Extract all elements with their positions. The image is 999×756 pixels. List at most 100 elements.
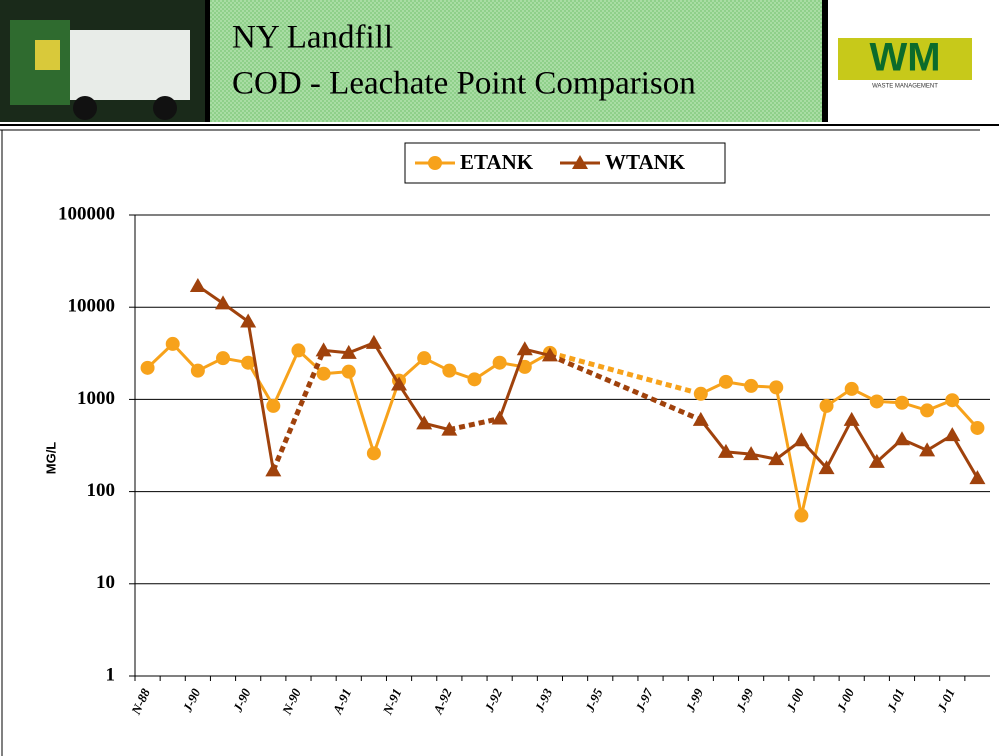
gap-connector <box>549 350 702 397</box>
divider <box>822 0 828 122</box>
divider <box>205 0 210 122</box>
y-tick-label: 100 <box>87 480 116 501</box>
data-point <box>869 394 884 409</box>
data-point <box>189 277 206 292</box>
gap-connector <box>548 353 702 423</box>
data-point <box>793 432 810 447</box>
data-point <box>517 359 532 374</box>
x-tick-label: J-97 <box>632 686 656 715</box>
data-point <box>216 351 231 366</box>
data-point <box>769 380 784 395</box>
logo-text: WASTE MANAGEMENT <box>872 84 938 90</box>
data-point <box>768 451 785 466</box>
data-point <box>240 313 257 328</box>
x-tick-label: J-99 <box>732 686 756 715</box>
data-point <box>794 508 809 523</box>
data-point <box>391 376 408 391</box>
data-point <box>190 363 205 378</box>
series-line <box>197 284 275 471</box>
x-tick-label: N-88 <box>128 686 154 718</box>
data-point <box>366 446 381 461</box>
data-point <box>945 393 960 408</box>
chart-subtitle: COD - Leachate Point Comparison <box>232 66 696 102</box>
gap-connector <box>271 349 326 472</box>
x-tick-label: J-90 <box>179 686 203 715</box>
data-point <box>516 341 533 356</box>
y-tick-label: 100000 <box>58 203 115 224</box>
data-point <box>718 374 733 389</box>
x-tick-label: J-00 <box>783 686 807 715</box>
data-point <box>844 381 859 396</box>
series-line <box>700 380 979 516</box>
x-tick-label: J-90 <box>229 686 253 715</box>
x-tick-label: J-92 <box>481 686 505 715</box>
data-point <box>441 421 458 436</box>
legend-marker <box>428 156 442 170</box>
x-tick-label: J-01 <box>934 686 958 715</box>
x-tick-label: N-91 <box>379 686 404 717</box>
data-point <box>467 372 482 387</box>
y-tick-label: 10000 <box>68 296 116 317</box>
legend-label: WTANK <box>605 150 686 174</box>
data-point <box>868 453 885 468</box>
series-line <box>699 416 979 479</box>
y-tick-label: 1000 <box>77 388 115 409</box>
data-point <box>266 398 281 413</box>
title-box <box>210 0 822 122</box>
truck-photo <box>0 0 205 122</box>
series-line <box>146 341 551 459</box>
data-point <box>944 427 961 442</box>
chart-title: NY Landfill <box>232 20 393 56</box>
data-point <box>265 462 282 477</box>
data-point <box>818 460 835 475</box>
data-point <box>416 415 433 430</box>
data-point <box>969 470 986 485</box>
data-point <box>442 363 457 378</box>
series-line <box>498 347 551 420</box>
data-point <box>291 343 306 358</box>
gap-connector <box>448 416 501 433</box>
y-tick-label: 10 <box>96 572 115 593</box>
data-point <box>417 351 432 366</box>
logo: WM WASTE MANAGEMENT <box>838 36 972 90</box>
data-point <box>819 398 834 413</box>
data-point <box>341 364 356 379</box>
data-point <box>215 295 232 310</box>
data-point <box>717 443 734 458</box>
x-tick-label: A-92 <box>430 686 455 717</box>
data-point <box>692 411 709 426</box>
data-point <box>919 442 936 457</box>
x-tick-label: A-91 <box>329 686 354 717</box>
data-point <box>894 395 909 410</box>
legend-marker <box>572 155 588 169</box>
data-point <box>492 355 507 370</box>
legend-label: ETANK <box>460 150 534 174</box>
data-point <box>843 411 860 426</box>
data-point <box>743 446 760 461</box>
y-tick-label: 1 <box>106 664 116 685</box>
data-point <box>744 378 759 393</box>
x-tick-label: J-01 <box>883 686 907 715</box>
data-point <box>241 355 256 370</box>
x-tick-label: J-99 <box>682 686 706 715</box>
data-point <box>893 431 910 446</box>
data-point <box>340 344 357 359</box>
data-point <box>541 347 558 362</box>
x-tick-label: J-95 <box>582 686 606 715</box>
y-axis-label: MG/L <box>43 442 58 475</box>
data-point <box>693 386 708 401</box>
data-point <box>920 403 935 418</box>
data-point <box>316 366 331 381</box>
x-tick-label: J-00 <box>833 686 857 715</box>
data-point <box>970 420 985 435</box>
data-point <box>315 342 332 357</box>
data-point <box>140 360 155 375</box>
logo-mark: WM <box>869 36 940 80</box>
x-tick-label: N-90 <box>279 686 305 718</box>
x-tick-label: J-93 <box>531 686 555 715</box>
data-point <box>365 334 382 349</box>
data-point <box>165 336 180 351</box>
data-point <box>491 410 508 425</box>
